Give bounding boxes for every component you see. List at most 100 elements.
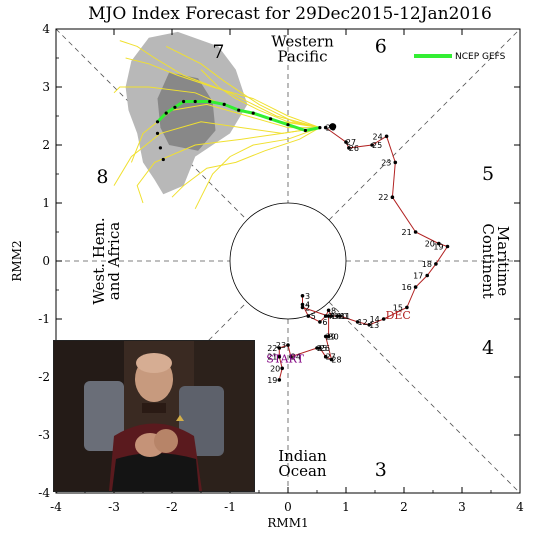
- observed-point: [318, 320, 322, 324]
- y-tick-label: 3: [42, 80, 50, 94]
- observed-day-label: 25: [317, 344, 327, 353]
- observed-point: [434, 262, 438, 266]
- ensemble-mean-point: [237, 108, 241, 112]
- observed-point: [347, 146, 351, 150]
- ensemble-member-line: [119, 40, 321, 129]
- y-tick-label: 1: [42, 196, 50, 210]
- inset-photo-applauding-officer: [53, 340, 255, 492]
- ensemble-member-line: [200, 69, 320, 129]
- observed-point: [437, 241, 441, 246]
- observed-day-label: 20: [270, 364, 280, 373]
- observed-point: [384, 134, 389, 139]
- region-western-pacific-line1: Western: [271, 32, 334, 50]
- observed-track: 1920212223242526272829301234567891011121…: [267, 123, 450, 385]
- observed-day-label: 26: [349, 144, 359, 153]
- observed-day-label: 21: [402, 228, 412, 237]
- ensemble-mean-point: [164, 111, 168, 115]
- ensemble-mean-point: [251, 111, 255, 115]
- observed-point: [370, 143, 374, 147]
- observed-point: [413, 285, 418, 289]
- ensemble-member-line: [165, 45, 321, 129]
- region-western-pacific-line2: Pacific: [278, 47, 328, 65]
- ensemble-mean-point: [155, 120, 160, 124]
- observed-point: [326, 314, 331, 318]
- observed-point: [367, 323, 372, 327]
- ensemble-mean-point: [182, 99, 186, 104]
- y-tick-label: -2: [38, 370, 50, 384]
- observed-point: [390, 195, 395, 199]
- observed-day-label: 3: [305, 292, 310, 301]
- ensemble-mean-point: [158, 146, 162, 150]
- ensemble-member-line: [136, 127, 320, 204]
- start-marker: START: [266, 353, 304, 366]
- ensemble-mean-point: [318, 126, 322, 130]
- observed-day-label: 5: [311, 312, 316, 321]
- observed-day-label: 26: [320, 344, 330, 353]
- observed-point: [300, 302, 305, 307]
- region-west-hem-line2: and Africa: [105, 222, 123, 300]
- observed-point: [445, 244, 450, 249]
- observed-day-label: 21: [267, 353, 277, 362]
- observed-point: [329, 357, 334, 362]
- observed-day-label: 18: [422, 260, 432, 269]
- phase-label-3: 3: [375, 459, 387, 481]
- observed-point: [300, 294, 305, 298]
- observed-point: [280, 366, 285, 371]
- observed-day-label: 12: [358, 318, 368, 327]
- phase-divider: [328, 301, 521, 494]
- unit-circle: [229, 202, 347, 320]
- ensemble-mean-point: [208, 99, 212, 104]
- ensemble-member-line: [125, 57, 321, 129]
- region-indian-ocean-line1: Indian: [278, 447, 327, 465]
- legend: NCEP GEFS: [414, 52, 506, 62]
- observed-day-label: 16: [402, 283, 412, 292]
- observed-day-label: 22: [267, 344, 277, 353]
- observed-point: [323, 125, 328, 130]
- observed-day-label: 27: [326, 353, 336, 362]
- x-tick-label: 2: [400, 500, 408, 514]
- observed-point: [326, 334, 331, 339]
- observed-day-label: 30: [329, 332, 339, 341]
- observed-point: [326, 308, 331, 313]
- ensemble-mean-point: [303, 128, 307, 133]
- x-tick-label: -2: [166, 500, 178, 514]
- y-tick-label: 0: [42, 254, 50, 268]
- y-tick-label: -3: [38, 428, 50, 442]
- observed-point: [306, 314, 311, 318]
- region-west-hem-line1: West. Hem.: [90, 217, 108, 304]
- ensemble-mean-point: [193, 99, 197, 104]
- y-tick-label: -4: [38, 486, 50, 500]
- y-tick-label: 2: [42, 138, 50, 152]
- y-tick-label: 4: [42, 22, 50, 36]
- ensemble-member-line: [130, 103, 320, 163]
- phase-label-5: 5: [482, 163, 494, 185]
- observed-day-label: 1: [331, 312, 336, 321]
- observed-point: [318, 346, 322, 350]
- observed-day-label: 24: [373, 132, 383, 141]
- x-tick-label: 0: [284, 500, 292, 514]
- observed-point: [381, 317, 386, 321]
- x-tick-label: 4: [516, 500, 524, 514]
- observed-day-label: 4: [305, 301, 310, 310]
- observed-day-label: 10: [337, 312, 347, 321]
- observed-day-label: 6: [322, 318, 327, 327]
- observed-point: [405, 305, 409, 310]
- observed-point: [329, 314, 334, 318]
- observed-point: [393, 160, 398, 165]
- x-tick-label: 3: [458, 500, 466, 514]
- observed-day-label: 25: [372, 141, 382, 150]
- ensemble-member-line: [171, 127, 321, 198]
- ensemble-mean-point: [269, 117, 273, 121]
- observed-point: [315, 346, 319, 350]
- observed-point: [323, 354, 328, 359]
- observed-day-label: 23: [381, 158, 391, 167]
- observed-day-label: 14: [370, 315, 380, 324]
- observed-day-label: 24: [291, 353, 301, 362]
- region-maritime-line2: Continent: [479, 223, 497, 298]
- observed-day-label: 15: [393, 303, 403, 312]
- region-maritime-line1: Maritime: [494, 226, 512, 296]
- phase-label-4: 4: [482, 337, 494, 359]
- spread-inner: [157, 72, 216, 151]
- region-indian-ocean-line2: Ocean: [278, 462, 327, 480]
- observed-day-label: 2: [305, 303, 310, 312]
